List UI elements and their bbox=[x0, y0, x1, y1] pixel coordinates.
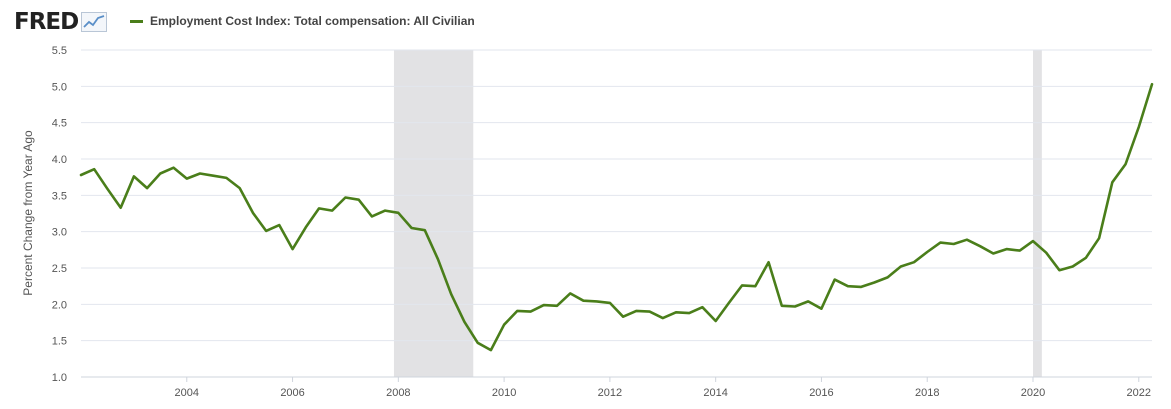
y-tick-label: 2.5 bbox=[52, 263, 67, 275]
fred-trend-graph-icon bbox=[81, 12, 108, 32]
series-line-1[interactable] bbox=[79, 82, 1154, 352]
x-tick-label: 2014 bbox=[703, 387, 727, 399]
y-tick-label: 5.5 bbox=[52, 45, 67, 57]
x-tick-label: 2020 bbox=[1021, 387, 1045, 399]
series-layer bbox=[79, 82, 1154, 352]
y-tick-label: 3.5 bbox=[52, 190, 67, 202]
recession-shading bbox=[393, 50, 1042, 377]
legend-label: Employment Cost Index: Total compensatio… bbox=[150, 14, 475, 28]
x-tick-label: 2006 bbox=[280, 387, 304, 399]
legend-swatch bbox=[130, 19, 143, 23]
y-axis-ticks: 1.0 1.5 2.0 2.5 3.0 3.5 4.0 4.5 5.0 5.5 bbox=[52, 45, 67, 384]
gridlines bbox=[81, 49, 1152, 378]
x-tick-label: 2018 bbox=[915, 387, 939, 399]
x-tick-label: 2008 bbox=[386, 387, 410, 399]
x-tick-label: 2022 bbox=[1127, 387, 1151, 399]
x-tick-label: 2012 bbox=[598, 387, 622, 399]
y-tick-label: 1.5 bbox=[52, 336, 67, 348]
y-axis-label: Percent Change from Year Ago bbox=[21, 130, 35, 296]
fred-logo[interactable]: FRED bbox=[14, 8, 108, 36]
x-tick-label: 2004 bbox=[175, 387, 199, 399]
recession-band-1 bbox=[393, 50, 474, 377]
x-tick-label: 2010 bbox=[492, 387, 516, 399]
y-tick-label: 5.0 bbox=[52, 81, 67, 93]
y-tick-label: 3.0 bbox=[52, 227, 67, 239]
y-tick-label: 4.0 bbox=[52, 154, 67, 166]
y-tick-label: 1.0 bbox=[52, 372, 67, 384]
fred-logo-text: FRED bbox=[14, 9, 79, 35]
x-axis-ticks: 2004 2006 2008 2010 2012 2014 2016 2018 2020 2022 bbox=[81, 376, 1152, 399]
y-tick-label: 4.5 bbox=[52, 118, 67, 130]
x-tick-label: 2016 bbox=[809, 387, 833, 399]
y-tick-label: 2.0 bbox=[52, 299, 67, 311]
chart-header: FRED Employment Cost Index: Total compen… bbox=[0, 0, 1171, 44]
recession-band-2 bbox=[1033, 50, 1042, 377]
legend: Employment Cost Index: Total compensatio… bbox=[130, 14, 475, 28]
